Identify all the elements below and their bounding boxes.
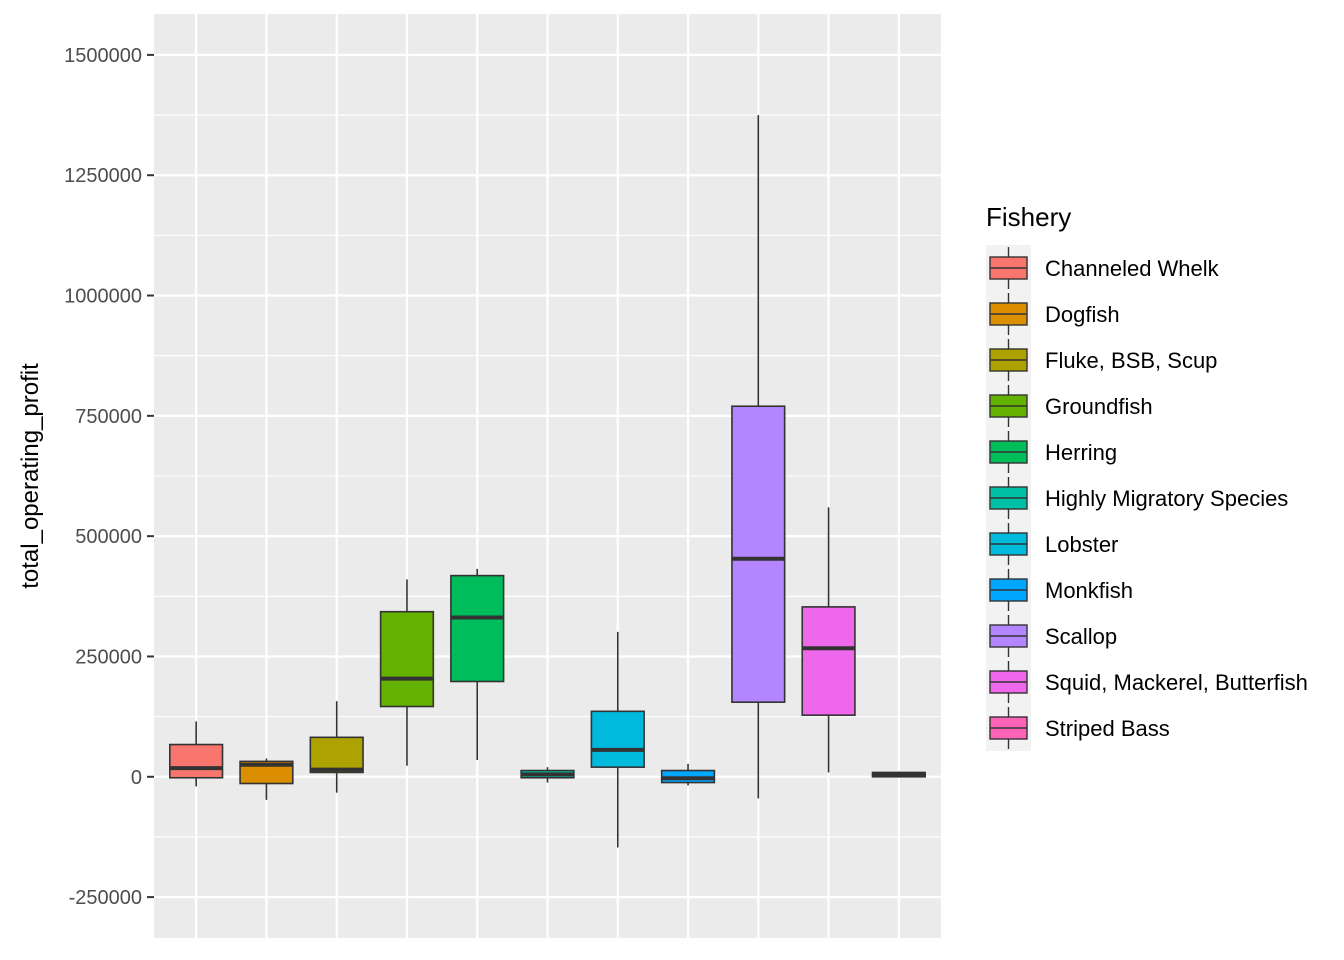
box-iqr <box>731 405 786 703</box>
box-group <box>590 631 645 848</box>
legend-label: Scallop <box>1045 624 1117 649</box>
y-axis: -250000 0 250000 500000 750000 1000000 1250000… <box>64 45 154 909</box>
box-group <box>520 767 575 783</box>
legend-label: Herring <box>1045 440 1117 465</box>
y-tick-label: 0 <box>131 767 142 789</box>
legend-title: Fishery <box>986 202 1071 232</box>
box-iqr <box>239 760 294 785</box>
legend-label: Squid, Mackerel, Butterfish <box>1045 670 1308 695</box>
box-group <box>239 758 294 800</box>
legend-label: Groundfish <box>1045 394 1153 419</box>
legend: Fishery Channeled Whelk Dogfish Fluke, BSB… <box>986 202 1308 751</box>
box-group <box>169 721 224 787</box>
box-group <box>801 507 856 773</box>
legend-items: Channeled Whelk Dogfish Fluke, BSB, Scup Gr… <box>989 247 1308 749</box>
legend-label: Fluke, BSB, Scup <box>1045 348 1217 373</box>
legend-label: Striped Bass <box>1045 716 1170 741</box>
box-group <box>731 115 786 799</box>
box-group <box>450 568 505 760</box>
box-group <box>379 579 435 766</box>
box-iqr <box>379 610 435 708</box>
box-group <box>309 701 364 793</box>
y-tick-label: 750000 <box>75 406 142 428</box>
legend-label: Lobster <box>1045 532 1118 557</box>
y-tick-label: 1500000 <box>64 45 142 67</box>
legend-label: Channeled Whelk <box>1045 256 1220 281</box>
legend-item: Squid, Mackerel, Butterfish <box>989 661 1308 703</box>
y-tick-label: 1250000 <box>64 165 142 187</box>
legend-label: Dogfish <box>1045 302 1120 327</box>
y-tick-label: 1000000 <box>64 286 142 308</box>
box-group <box>871 771 926 778</box>
legend-item: Striped Bass <box>989 707 1170 749</box>
legend-item: Dogfish <box>989 293 1120 335</box>
legend-label: Monkfish <box>1045 578 1133 603</box>
legend-item: Herring <box>989 431 1117 473</box>
box-iqr <box>590 710 645 768</box>
y-tick-label: -250000 <box>69 887 142 909</box>
legend-item: Channeled Whelk <box>989 247 1220 289</box>
y-tick-label: 250000 <box>75 646 142 668</box>
legend-item: Groundfish <box>989 385 1153 427</box>
legend-item: Monkfish <box>989 569 1133 611</box>
box-iqr <box>801 606 856 716</box>
y-axis-title: total_operating_profit <box>17 363 44 589</box>
box-iqr <box>169 743 224 779</box>
legend-item: Fluke, BSB, Scup <box>989 339 1217 381</box>
legend-label: Highly Migratory Species <box>1045 486 1288 511</box>
box-series <box>169 115 926 848</box>
box-iqr <box>309 736 364 774</box>
box-iqr <box>450 574 505 683</box>
legend-item: Scallop <box>989 615 1117 657</box>
legend-item: Highly Migratory Species <box>989 477 1288 519</box>
y-tick-label: 500000 <box>75 526 142 548</box>
box-group <box>660 763 716 786</box>
legend-item: Lobster <box>989 523 1118 565</box>
